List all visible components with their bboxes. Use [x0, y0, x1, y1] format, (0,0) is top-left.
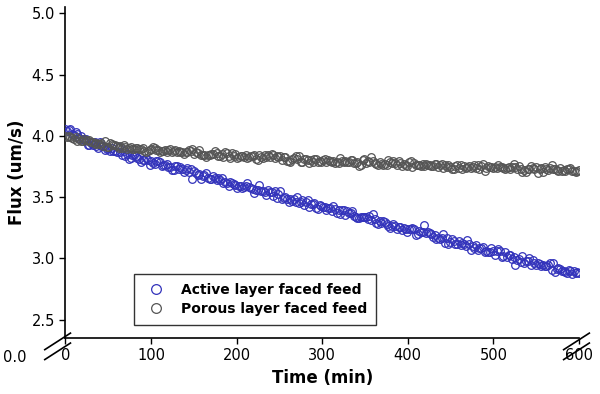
- Porous layer faced feed: [64, 135, 71, 139]
- Line: Active layer faced feed: Active layer faced feed: [62, 125, 583, 278]
- Porous layer faced feed: [376, 160, 383, 165]
- Active layer faced feed: [569, 272, 576, 277]
- Porous layer faced feed: [62, 133, 69, 138]
- Text: 0.0: 0.0: [3, 350, 27, 365]
- Active layer faced feed: [64, 129, 71, 134]
- Active layer faced feed: [366, 214, 373, 219]
- Porous layer faced feed: [368, 155, 375, 160]
- Porous layer faced feed: [575, 167, 583, 172]
- Line: Porous layer faced feed: Porous layer faced feed: [62, 132, 583, 177]
- Active layer faced feed: [575, 271, 583, 275]
- Y-axis label: Flux (um/s): Flux (um/s): [8, 120, 26, 225]
- Porous layer faced feed: [366, 160, 373, 164]
- Porous layer faced feed: [527, 164, 535, 168]
- Legend: Active layer faced feed, Porous layer faced feed: Active layer faced feed, Porous layer fa…: [134, 274, 376, 325]
- Active layer faced feed: [527, 262, 535, 267]
- Active layer faced feed: [62, 126, 69, 131]
- Active layer faced feed: [368, 218, 375, 223]
- Active layer faced feed: [495, 246, 502, 251]
- Active layer faced feed: [376, 219, 383, 223]
- Porous layer faced feed: [534, 170, 541, 175]
- X-axis label: Time (min): Time (min): [272, 369, 373, 387]
- Porous layer faced feed: [495, 163, 502, 168]
